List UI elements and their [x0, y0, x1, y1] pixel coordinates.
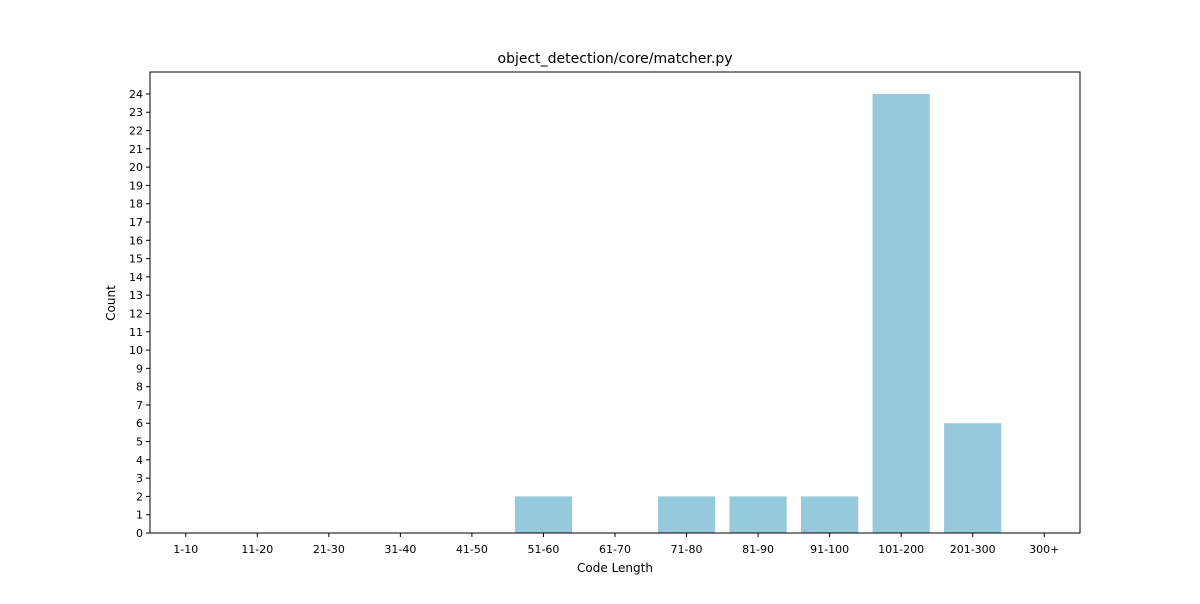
x-tick-label: 11-20: [241, 543, 273, 556]
y-tick-label: 9: [136, 362, 143, 375]
y-tick-label: 17: [129, 216, 143, 229]
x-tick-label: 300+: [1029, 543, 1059, 556]
x-axis-label: Code Length: [577, 561, 653, 575]
x-tick-label: 101-200: [878, 543, 924, 556]
bar-71-80: [657, 496, 716, 533]
x-tick-label: 81-90: [742, 543, 774, 556]
y-tick-label: 1: [136, 509, 143, 522]
y-tick-label: 10: [129, 344, 143, 357]
plot-frame: [149, 71, 1081, 534]
ticks-layer: 1-10 11-20 21-30 31-40 41-50 51-60 61-70 71-80 8…: [129, 88, 1059, 556]
y-tick-label: 5: [136, 436, 143, 449]
bar-81-90: [729, 496, 787, 533]
y-tick-label: 14: [129, 271, 143, 284]
y-tick-label: 24: [129, 88, 143, 101]
y-tick-label: 0: [136, 527, 143, 540]
x-tick-label: 1-10: [173, 543, 198, 556]
y-tick-label: 23: [129, 106, 143, 119]
y-tick-label: 7: [136, 399, 143, 412]
y-tick-label: 20: [129, 161, 143, 174]
y-tick-label: 22: [129, 125, 143, 138]
y-tick-label: 18: [129, 198, 143, 211]
y-tick-label: 19: [129, 179, 143, 192]
y-tick-label: 16: [129, 234, 143, 247]
y-tick-label: 2: [136, 490, 143, 503]
x-tick-label: 21-30: [313, 543, 345, 556]
bar-51-60: [514, 496, 573, 533]
y-tick-label: 3: [136, 472, 143, 485]
y-tick-label: 12: [129, 307, 143, 320]
bar-101-200: [872, 93, 930, 533]
x-tick-label: 91-100: [810, 543, 849, 556]
y-axis-label: Count: [104, 285, 118, 321]
x-tick-label: 201-300: [950, 543, 996, 556]
x-tick-label: 51-60: [527, 543, 559, 556]
x-tick-label: 71-80: [671, 543, 703, 556]
y-tick-label: 4: [136, 454, 143, 467]
y-tick-label: 8: [136, 381, 143, 394]
y-tick-label: 6: [136, 417, 143, 430]
bar-201-300: [944, 423, 1002, 533]
y-tick-label: 11: [129, 326, 143, 339]
y-tick-label: 15: [129, 253, 143, 266]
chart-title: object_detection/core/matcher.py: [498, 51, 733, 67]
bars-layer: [514, 93, 1002, 533]
bar-91-100: [801, 496, 859, 533]
x-tick-label: 61-70: [599, 543, 631, 556]
y-tick-label: 21: [129, 143, 143, 156]
y-tick-label: 13: [129, 289, 143, 302]
x-tick-label: 31-40: [384, 543, 416, 556]
x-tick-label: 41-50: [456, 543, 488, 556]
